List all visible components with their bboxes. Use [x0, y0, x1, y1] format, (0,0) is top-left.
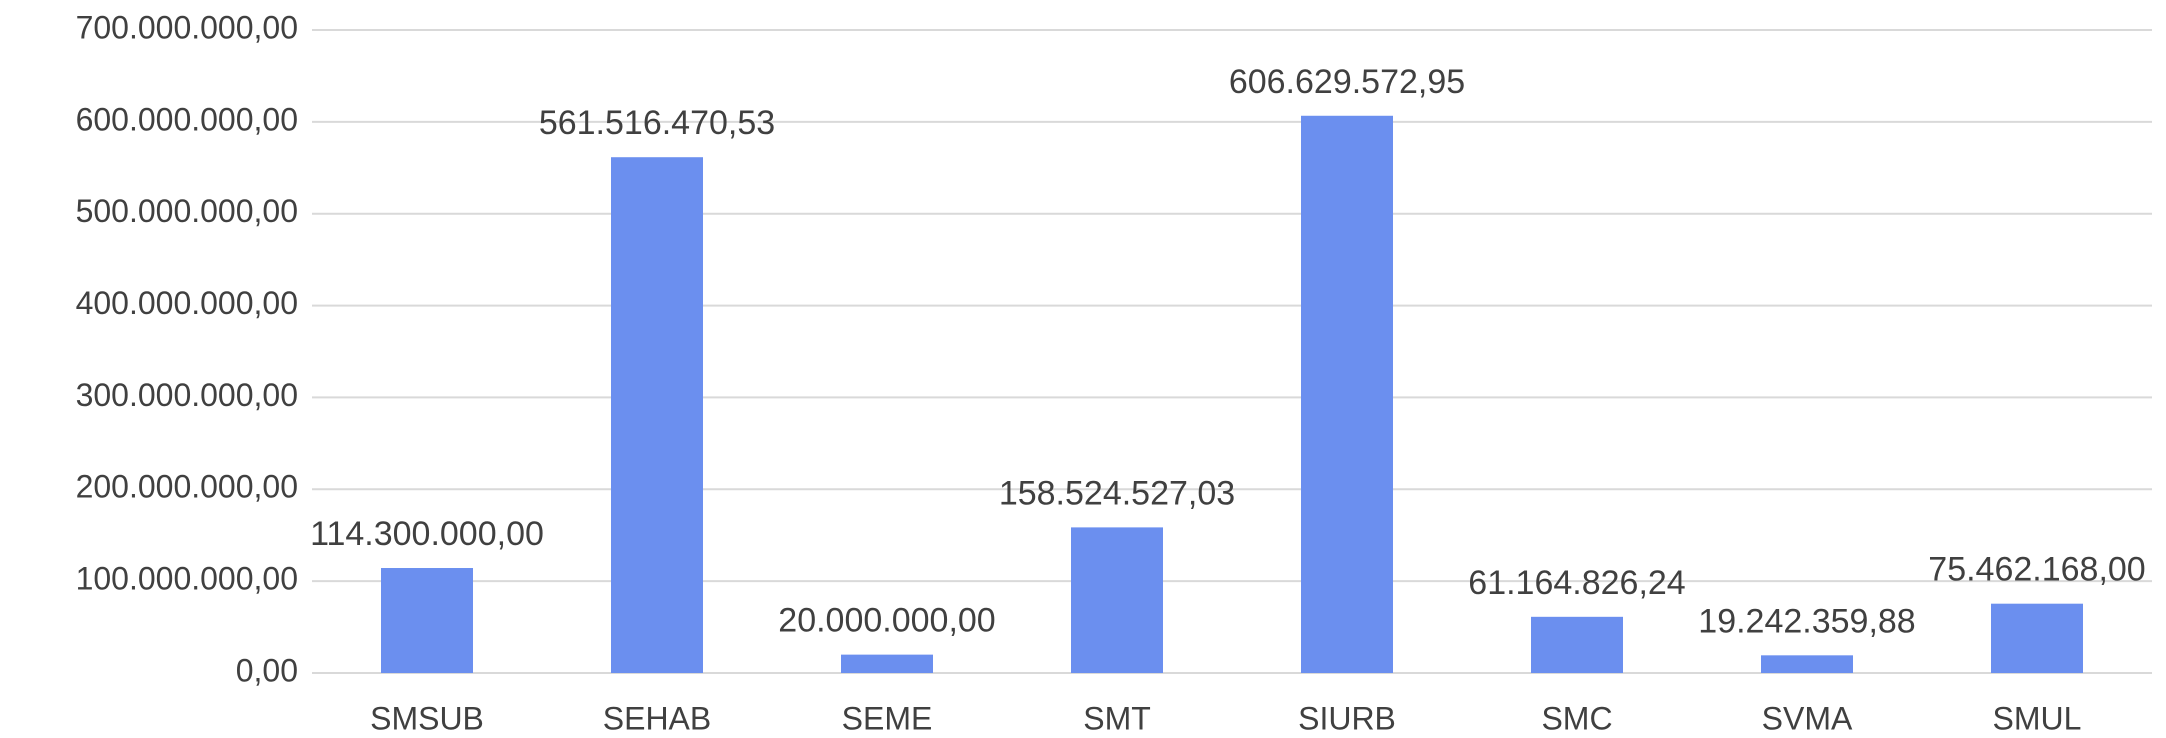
bar — [841, 654, 933, 673]
x-tick-label: SVMA — [1762, 700, 1853, 736]
y-tick-label: 300.000.000,00 — [76, 377, 298, 413]
bar — [1531, 616, 1623, 673]
x-tick-label: SMSUB — [370, 700, 484, 736]
x-tick-label: SMC — [1541, 700, 1612, 736]
y-tick-label: 700.000.000,00 — [76, 9, 298, 45]
y-tick-label: 100.000.000,00 — [76, 561, 298, 597]
bar — [381, 568, 473, 673]
bar — [1761, 655, 1853, 673]
y-tick-label: 600.000.000,00 — [76, 101, 298, 137]
data-label: 158.524.527,03 — [999, 474, 1235, 512]
y-tick-label: 0,00 — [236, 652, 298, 688]
data-label: 561.516.470,53 — [539, 104, 775, 142]
data-label: 75.462.168,00 — [1928, 551, 2145, 589]
data-label: 114.300.000,00 — [310, 515, 544, 553]
bar — [1301, 115, 1393, 674]
x-tick-label: SEHAB — [603, 700, 711, 736]
x-tick-label: SMT — [1083, 700, 1151, 736]
bar — [1991, 603, 2083, 673]
data-label: 61.164.826,24 — [1468, 564, 1685, 602]
y-tick-label: 200.000.000,00 — [76, 469, 298, 505]
x-tick-label: SEME — [842, 700, 933, 736]
x-tick-label: SMUL — [1993, 700, 2082, 736]
data-label: 19.242.359,88 — [1698, 602, 1915, 640]
data-label: 20.000.000,00 — [778, 602, 995, 640]
y-tick-label: 400.000.000,00 — [76, 285, 298, 321]
y-tick-label: 500.000.000,00 — [76, 193, 298, 229]
bar — [1071, 527, 1163, 673]
x-tick-label: SIURB — [1298, 700, 1396, 736]
data-label: 606.629.572,95 — [1229, 63, 1465, 101]
bar — [611, 157, 703, 673]
